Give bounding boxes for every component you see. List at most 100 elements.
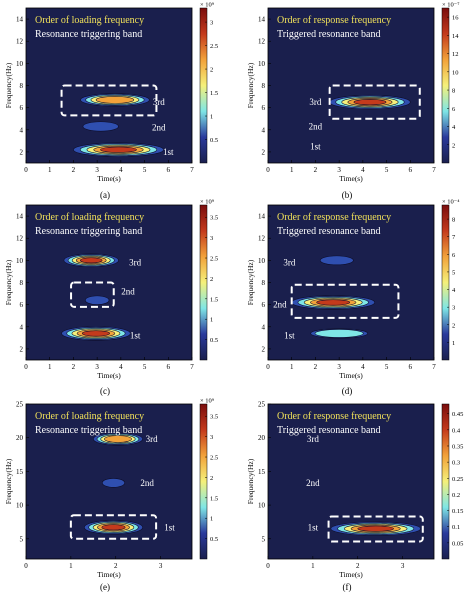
panel-caption: (f) [343,582,352,592]
contour-level [104,435,132,443]
x-tick-label: 4 [361,166,365,174]
plot-area: 1st 2nd 3rd [60,84,174,157]
x-tick-label: 2 [114,562,118,570]
colorbar-tick-label: 4 [452,124,456,131]
panel-title: Order of loading frequency [35,411,144,422]
x-axis-label: Time(s) [97,371,121,380]
y-tick-label: 2 [20,148,24,156]
panel-c: 1st 2nd 3rd Order of loading frequency Reson… [4,199,218,397]
energy-band-1 [310,328,368,339]
x-tick-label: 7 [190,363,194,371]
contour-level [353,99,387,106]
y-tick-label: 10 [258,502,266,510]
energy-band-2 [84,295,110,305]
panel-caption: (d) [342,386,353,396]
panel-subtitle: Triggered resonance band [277,425,381,436]
contour-level [314,329,364,338]
colorbar-tick-label: 14 [452,33,459,40]
colorbar-tick-label: 1 [210,114,213,121]
order-label: 3rd [146,434,158,444]
colorbar-tick-label: 4 [452,287,456,294]
y-tick-label: 12 [16,38,24,46]
panel-caption: (c) [100,386,110,396]
panel-title: Order of loading frequency [35,15,144,26]
y-tick-label: 20 [16,434,24,442]
colorbar [199,7,208,164]
plot-area: 1st 2nd 3rd [61,253,142,341]
x-tick-label: 2 [72,363,76,371]
colorbar-tick-label: 0.5 [210,536,218,543]
colorbar-tick-label: 5 [452,269,455,276]
y-tick-label: 25 [16,401,24,409]
x-tick-label: 1 [311,562,315,570]
y-axis-label: Frequency(Hz) [246,259,255,305]
x-tick-label: 5 [143,166,147,174]
colorbar [199,403,208,560]
y-tick-label: 8 [262,279,266,287]
x-tick-label: 4 [361,363,365,371]
x-tick-label: 4 [119,166,123,174]
y-tick-label: 15 [16,468,24,476]
colorbar-tick-label: 3.5 [210,414,218,421]
y-tick-label: 10 [258,60,266,68]
y-tick-label: 4 [20,126,24,134]
contour-level [95,96,135,104]
order-label: 3rd [283,258,295,268]
x-tick-label: 2 [314,363,318,371]
energy-band-3 [319,255,354,266]
resonance-band-box [69,514,158,540]
y-tick-label: 25 [258,401,266,409]
y-axis-label: Frequency(Hz) [246,62,255,108]
order-label: 2nd [273,300,287,310]
colorbar-tick-label: 3 [210,235,213,242]
colorbar [441,7,450,164]
colorbar-tick-label: 0.1 [452,524,460,531]
x-axis-label: Time(s) [97,570,121,579]
y-tick-label: 6 [20,104,24,112]
panel-caption: (e) [100,582,110,592]
panel-title: Order of loading frequency [35,212,144,223]
resonance-band-box [290,283,400,319]
colorbar-tick-label: 0.4 [452,427,461,434]
panel-title: Order of response frequency [277,212,391,223]
y-tick-label: 10 [16,257,24,265]
panel-title: Order of response frequency [277,411,391,422]
x-tick-label: 3 [401,562,405,570]
x-tick-label: 2 [72,166,76,174]
colorbar-tick-label: 0.3 [452,460,460,467]
resonance-band-box [327,515,424,543]
contour-level [81,330,111,337]
x-tick-label: 3 [337,166,341,174]
panel-title: Order of response frequency [277,15,391,26]
panel-subtitle: Resonance triggering band [35,226,142,237]
x-tick-label: 3 [95,166,99,174]
energy-band-3 [80,93,150,107]
y-tick-label: 14 [16,16,24,24]
panel-caption: (a) [100,190,110,200]
y-tick-label: 5 [20,535,24,543]
energy-band-2 [82,121,119,132]
x-tick-label: 1 [69,562,73,570]
y-axis-label: Frequency(Hz) [4,62,13,108]
order-label: 2nd [121,286,135,296]
order-label: 2nd [309,121,323,131]
colorbar-exponent: × 10⁻⁷ [442,2,460,9]
order-label: 2nd [140,478,154,488]
y-tick-label: 6 [262,104,266,112]
colorbar-tick-label: 3 [452,305,455,312]
y-tick-label: 4 [262,323,266,331]
colorbar [199,204,208,361]
x-tick-label: 3 [159,562,163,570]
order-label: 1st [284,331,295,341]
x-tick-label: 7 [190,166,194,174]
contour-level [80,257,103,264]
colorbar-tick-label: 0.5 [210,337,218,344]
contour-level [319,255,354,266]
contour-level [316,299,351,306]
contour-level [84,295,110,305]
colorbar-exponent: × 10⁹ [200,2,215,9]
energy-band-1 [73,142,164,157]
colorbar-tick-label: 3 [210,434,213,441]
panel-subtitle: Triggered resonance band [277,226,381,237]
